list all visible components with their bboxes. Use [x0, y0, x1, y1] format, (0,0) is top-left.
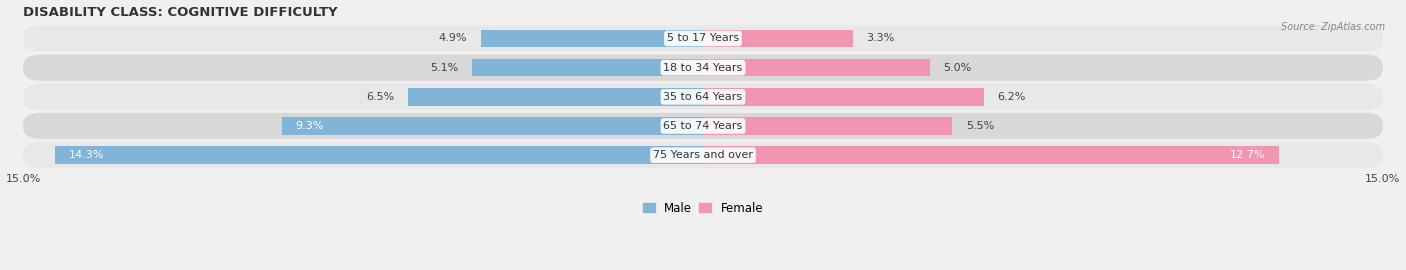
- Text: 65 to 74 Years: 65 to 74 Years: [664, 121, 742, 131]
- FancyBboxPatch shape: [22, 25, 1384, 52]
- Text: 3.3%: 3.3%: [866, 33, 894, 43]
- Text: 6.2%: 6.2%: [998, 92, 1026, 102]
- FancyBboxPatch shape: [22, 113, 1384, 139]
- Bar: [472, 59, 703, 76]
- Bar: [703, 30, 852, 47]
- Text: 4.9%: 4.9%: [439, 33, 467, 43]
- Text: 18 to 34 Years: 18 to 34 Years: [664, 63, 742, 73]
- Text: Source: ZipAtlas.com: Source: ZipAtlas.com: [1281, 22, 1385, 32]
- Text: 35 to 64 Years: 35 to 64 Years: [664, 92, 742, 102]
- Legend: Male, Female: Male, Female: [638, 197, 768, 219]
- Bar: [481, 30, 703, 47]
- Bar: [408, 88, 703, 106]
- Text: DISABILITY CLASS: COGNITIVE DIFFICULTY: DISABILITY CLASS: COGNITIVE DIFFICULTY: [22, 6, 337, 19]
- Text: 5.1%: 5.1%: [430, 63, 458, 73]
- Text: 12.7%: 12.7%: [1229, 150, 1265, 160]
- Text: 6.5%: 6.5%: [367, 92, 395, 102]
- Bar: [281, 117, 703, 135]
- FancyBboxPatch shape: [22, 84, 1384, 110]
- Bar: [703, 59, 929, 76]
- Text: 5 to 17 Years: 5 to 17 Years: [666, 33, 740, 43]
- Bar: [703, 117, 952, 135]
- Text: 5.5%: 5.5%: [966, 121, 994, 131]
- Bar: [703, 146, 1278, 164]
- Text: 14.3%: 14.3%: [69, 150, 104, 160]
- Bar: [55, 146, 703, 164]
- Text: 75 Years and over: 75 Years and over: [652, 150, 754, 160]
- FancyBboxPatch shape: [22, 55, 1384, 81]
- Bar: [703, 88, 984, 106]
- FancyBboxPatch shape: [22, 142, 1384, 168]
- Text: 9.3%: 9.3%: [295, 121, 323, 131]
- Text: 5.0%: 5.0%: [943, 63, 972, 73]
